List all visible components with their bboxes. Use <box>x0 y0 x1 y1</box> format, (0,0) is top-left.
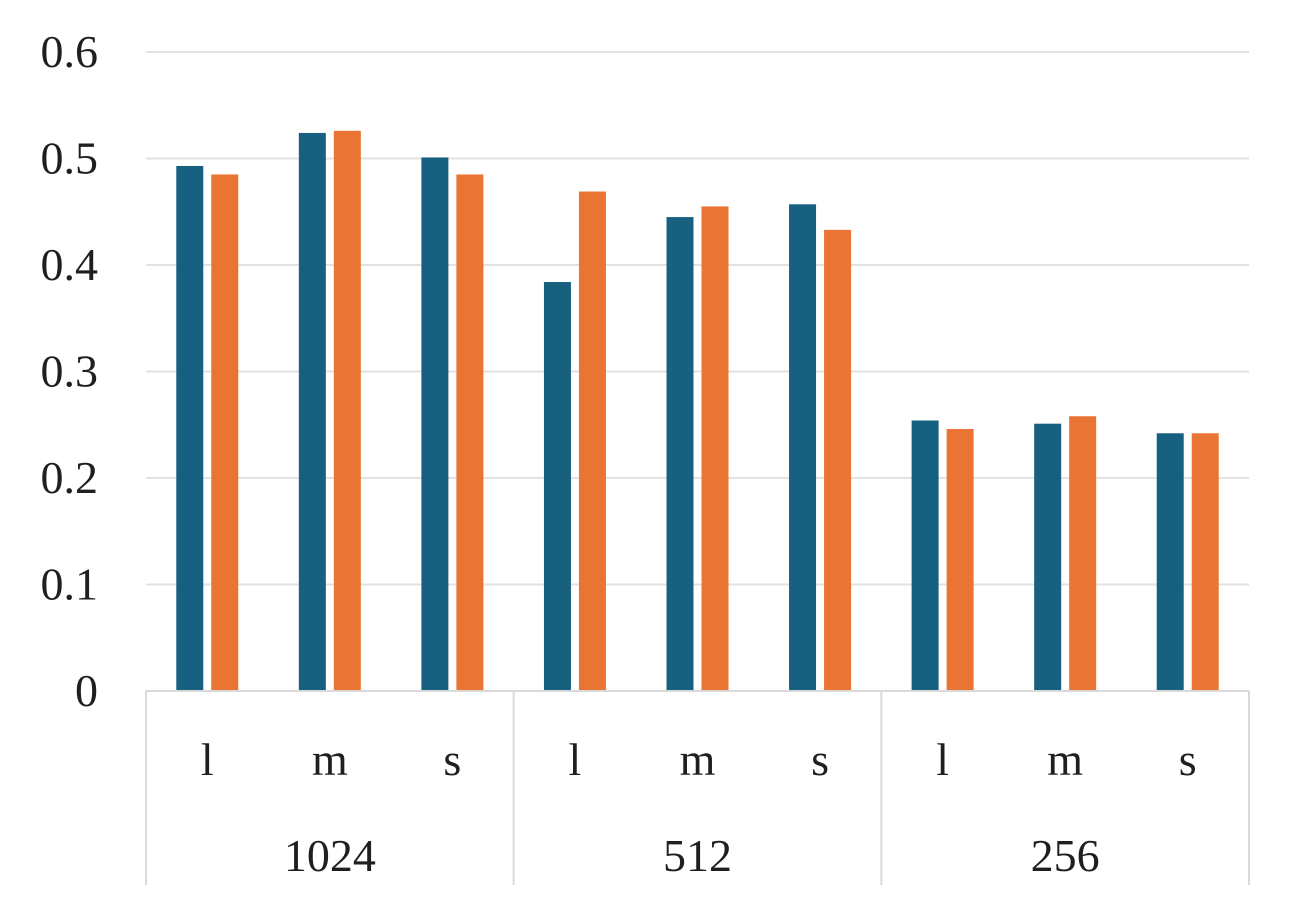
y-axis-tick-labels: 0 0.1 0.2 0.3 0.4 0.5 0.6 <box>41 26 99 716</box>
bar-1024-l-series-2 <box>211 174 239 692</box>
bar-1024-s-series-2 <box>456 174 484 692</box>
bar-1024-l-series-1 <box>176 165 204 691</box>
bar-512-s-series-1 <box>789 204 817 692</box>
bar-512-s-series-2 <box>824 229 852 692</box>
x-subcategory-label: l <box>201 734 214 785</box>
x-axis-labels: l m s l m s l m s 1024 512 256 <box>201 734 1197 881</box>
x-subcategory-label: s <box>443 734 461 785</box>
x-group-label: 256 <box>1031 830 1100 881</box>
bar-512-l-series-2 <box>578 191 606 691</box>
x-group-label: 1024 <box>284 830 376 881</box>
bar-512-m-series-1 <box>666 217 694 691</box>
bar-1024-m-series-2 <box>333 130 361 691</box>
bar-256-l-series-2 <box>946 429 974 691</box>
bars <box>176 130 1219 692</box>
y-tick-label: 0.5 <box>41 133 99 184</box>
x-subcategory-label: s <box>1179 734 1197 785</box>
y-tick-label: 0.4 <box>41 239 99 290</box>
y-tick-label: 0.6 <box>41 26 99 77</box>
bar-256-s-series-1 <box>1156 433 1184 691</box>
x-subcategory-label: m <box>312 734 348 785</box>
bar-256-s-series-2 <box>1191 433 1219 691</box>
x-subcategory-label: m <box>1047 734 1083 785</box>
bar-512-l-series-1 <box>543 282 571 691</box>
bar-256-l-series-1 <box>911 420 939 691</box>
bar-512-m-series-2 <box>701 206 729 692</box>
x-subcategory-label: l <box>569 734 582 785</box>
y-tick-label: 0.1 <box>41 559 99 610</box>
x-group-label: 512 <box>663 830 732 881</box>
gridlines <box>146 51 1249 586</box>
category-axis <box>145 690 1250 885</box>
bar-1024-m-series-1 <box>298 132 326 691</box>
y-tick-label: 0 <box>75 665 98 716</box>
x-subcategory-label: l <box>936 734 949 785</box>
y-tick-label: 0.3 <box>41 346 99 397</box>
bar-256-m-series-1 <box>1034 423 1062 691</box>
bar-256-m-series-2 <box>1069 416 1097 691</box>
x-subcategory-label: m <box>680 734 716 785</box>
x-subcategory-label: s <box>811 734 829 785</box>
bar-1024-s-series-1 <box>421 157 449 691</box>
y-tick-label: 0.2 <box>41 452 99 503</box>
